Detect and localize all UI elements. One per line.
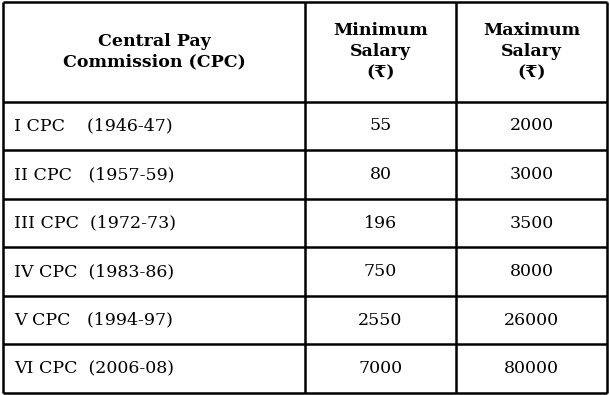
Text: I CPC    (1946-47): I CPC (1946-47) [14,117,173,134]
Text: Central Pay
Commission (CPC): Central Pay Commission (CPC) [63,33,245,71]
Text: 80000: 80000 [504,360,559,377]
Text: II CPC   (1957-59): II CPC (1957-59) [14,166,174,183]
Text: 7000: 7000 [359,360,403,377]
Text: 196: 196 [364,214,397,231]
Text: 26000: 26000 [504,312,559,329]
Text: 55: 55 [370,117,392,134]
Text: 2550: 2550 [358,312,403,329]
Text: 3500: 3500 [509,214,554,231]
Text: 8000: 8000 [509,263,553,280]
Text: 3000: 3000 [509,166,553,183]
Text: 80: 80 [370,166,392,183]
Text: III CPC  (1972-73): III CPC (1972-73) [14,214,176,231]
Text: 750: 750 [364,263,397,280]
Text: Maximum
Salary
(₹): Maximum Salary (₹) [483,23,580,81]
Text: Minimum
Salary
(₹): Minimum Salary (₹) [333,23,428,81]
Text: V CPC   (1994-97): V CPC (1994-97) [14,312,173,329]
Text: VI CPC  (2006-08): VI CPC (2006-08) [14,360,174,377]
Text: 2000: 2000 [509,117,553,134]
Text: IV CPC  (1983-86): IV CPC (1983-86) [14,263,174,280]
